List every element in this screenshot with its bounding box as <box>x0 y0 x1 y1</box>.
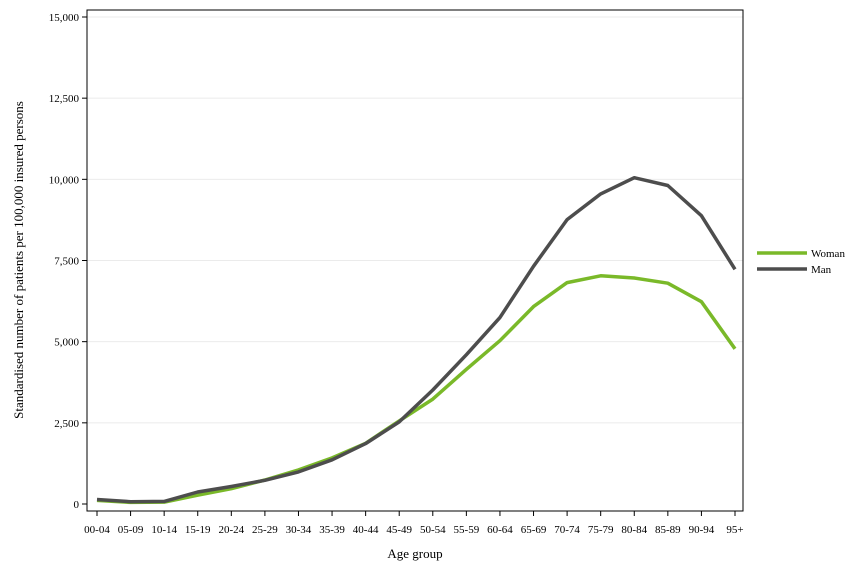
x-tick-label: 05-09 <box>118 524 144 536</box>
y-tick-label: 2,500 <box>54 418 79 430</box>
x-tick-label: 00-04 <box>84 524 110 536</box>
y-tick-label: 12,500 <box>49 93 80 105</box>
x-tick-label: 85-89 <box>655 524 681 536</box>
x-axis-title: Age group <box>387 546 442 561</box>
y-tick-label: 10,000 <box>49 174 80 186</box>
legend-label-woman: Woman <box>811 248 845 260</box>
x-tick-label: 80-84 <box>621 524 647 536</box>
y-tick-label: 7,500 <box>54 256 79 268</box>
x-tick-label: 35-39 <box>319 524 345 536</box>
y-tick-label: 5,000 <box>54 337 79 349</box>
x-tick-label: 40-44 <box>353 524 379 536</box>
legend-label-man: Man <box>811 264 832 276</box>
legend: Woman Man <box>757 248 845 276</box>
y-tick-label: 0 <box>74 499 80 511</box>
y-tick-label: 15,000 <box>49 12 80 24</box>
x-tick-label: 50-54 <box>420 524 446 536</box>
x-tick-label: 95+ <box>726 524 743 536</box>
x-tick-label: 90-94 <box>689 524 715 536</box>
series-line-woman <box>96 274 737 505</box>
x-tick-label: 15-19 <box>185 524 211 536</box>
series-lines <box>96 175 737 505</box>
y-axis-title: Standardised number of patients per 100,… <box>11 101 26 419</box>
series-line-man <box>96 175 737 504</box>
x-tick-label: 75-79 <box>588 524 614 536</box>
x-tick-label: 30-34 <box>286 524 312 536</box>
x-tick-label: 10-14 <box>151 524 177 536</box>
x-tick-label: 60-64 <box>487 524 513 536</box>
x-tick-label: 70-74 <box>554 524 580 536</box>
axes: 0 2,500 5,000 7,500 10,000 12,500 15,000 00-04 0… <box>49 12 744 536</box>
grid-lines <box>87 16 743 424</box>
x-tick-label: 45-49 <box>386 524 412 536</box>
x-tick-label: 25-29 <box>252 524 278 536</box>
x-tick-label: 20-24 <box>218 524 244 536</box>
x-tick-label: 55-59 <box>454 524 480 536</box>
x-tick-label: 65-69 <box>521 524 547 536</box>
